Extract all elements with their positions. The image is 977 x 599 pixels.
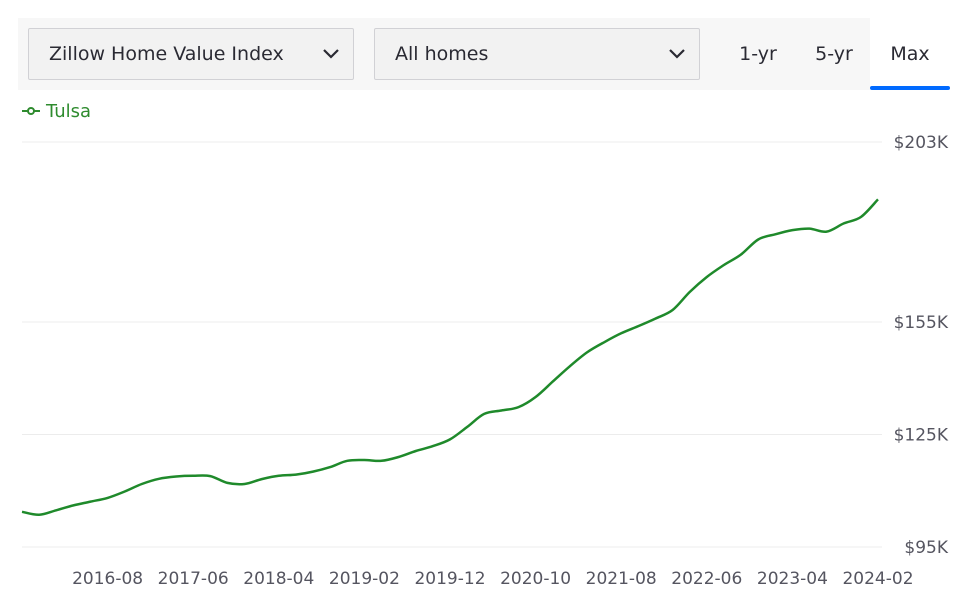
tab-max-label: Max <box>890 43 930 65</box>
data-point[interactable] <box>550 379 556 385</box>
data-point[interactable] <box>396 454 402 460</box>
y-tick-label: $203K <box>894 133 949 153</box>
data-point[interactable] <box>567 363 573 369</box>
home-type-select[interactable]: All homes <box>374 28 700 80</box>
active-tab-indicator <box>870 86 950 90</box>
data-point[interactable] <box>635 323 641 329</box>
x-tick-label: 2019-12 <box>414 569 485 589</box>
chevron-down-icon <box>655 48 699 60</box>
data-point[interactable] <box>498 408 504 414</box>
data-point[interactable] <box>464 424 470 430</box>
data-point[interactable] <box>755 237 761 243</box>
legend-series-label: Tulsa <box>46 100 92 122</box>
tab-1yr-label: 1-yr <box>739 43 777 65</box>
data-point[interactable] <box>738 252 744 258</box>
x-tick-label: 2019-02 <box>329 569 400 589</box>
series-line-tulsa[interactable] <box>21 198 879 517</box>
data-point[interactable] <box>601 339 607 345</box>
metric-select-value: Zillow Home Value Index <box>49 43 284 65</box>
chevron-down-icon <box>309 48 353 60</box>
data-point[interactable] <box>361 457 367 463</box>
data-point[interactable] <box>19 509 25 515</box>
data-point[interactable] <box>652 316 658 322</box>
x-tick-label: 2021-08 <box>586 569 657 589</box>
tab-5yr[interactable]: 5-yr <box>796 18 872 90</box>
data-point[interactable] <box>533 394 539 400</box>
tab-max[interactable]: Max <box>870 18 950 90</box>
x-tick-label: 2024-02 <box>842 569 913 589</box>
data-point[interactable] <box>36 512 42 518</box>
x-tick-label: 2020-10 <box>500 569 571 589</box>
x-tick-label: 2016-08 <box>72 569 143 589</box>
data-point[interactable] <box>276 473 282 479</box>
y-tick-label: $155K <box>894 313 949 333</box>
data-point[interactable] <box>156 476 162 482</box>
data-point[interactable] <box>224 480 230 486</box>
chart-legend[interactable]: Tulsa <box>22 99 91 123</box>
data-point[interactable] <box>687 289 693 295</box>
data-point[interactable] <box>516 404 522 410</box>
data-point[interactable] <box>824 229 830 235</box>
home-type-select-value: All homes <box>395 43 489 65</box>
data-point[interactable] <box>481 411 487 417</box>
data-point[interactable] <box>379 458 385 464</box>
data-point[interactable] <box>105 495 111 501</box>
data-point[interactable] <box>53 507 59 513</box>
data-point[interactable] <box>139 481 145 487</box>
data-point[interactable] <box>670 307 676 313</box>
chart-controls: Zillow Home Value Index All homes 1-yr 5… <box>18 18 950 90</box>
data-point[interactable] <box>190 473 196 479</box>
metric-select[interactable]: Zillow Home Value Index <box>28 28 354 80</box>
x-tick-label: 2022-06 <box>671 569 742 589</box>
x-tick-label: 2017-06 <box>158 569 229 589</box>
data-point[interactable] <box>293 472 299 478</box>
data-point[interactable] <box>70 502 76 508</box>
data-point[interactable] <box>413 448 419 454</box>
tab-5yr-label: 5-yr <box>815 43 853 65</box>
data-point[interactable] <box>447 436 453 442</box>
data-point[interactable] <box>858 214 864 220</box>
data-point[interactable] <box>430 443 436 449</box>
data-point[interactable] <box>207 473 213 479</box>
data-point[interactable] <box>807 226 813 232</box>
legend-line-marker-icon <box>22 107 40 115</box>
data-point[interactable] <box>584 349 590 355</box>
data-point[interactable] <box>173 474 179 480</box>
data-point[interactable] <box>875 196 881 202</box>
data-point[interactable] <box>344 458 350 464</box>
x-tick-label: 2018-04 <box>243 569 314 589</box>
data-point[interactable] <box>721 262 727 268</box>
y-tick-label: $95K <box>904 538 948 558</box>
data-point[interactable] <box>789 227 795 233</box>
data-point[interactable] <box>310 469 316 475</box>
data-point[interactable] <box>327 464 333 470</box>
data-point[interactable] <box>242 481 248 487</box>
data-point[interactable] <box>704 274 710 280</box>
data-point[interactable] <box>618 330 624 336</box>
tab-1yr[interactable]: 1-yr <box>720 18 796 90</box>
y-tick-label: $125K <box>894 426 949 446</box>
data-point[interactable] <box>259 476 265 482</box>
data-point[interactable] <box>122 489 128 495</box>
x-tick-label: 2023-04 <box>757 569 828 589</box>
data-point[interactable] <box>841 220 847 226</box>
data-point[interactable] <box>772 231 778 237</box>
data-point[interactable] <box>88 499 94 505</box>
